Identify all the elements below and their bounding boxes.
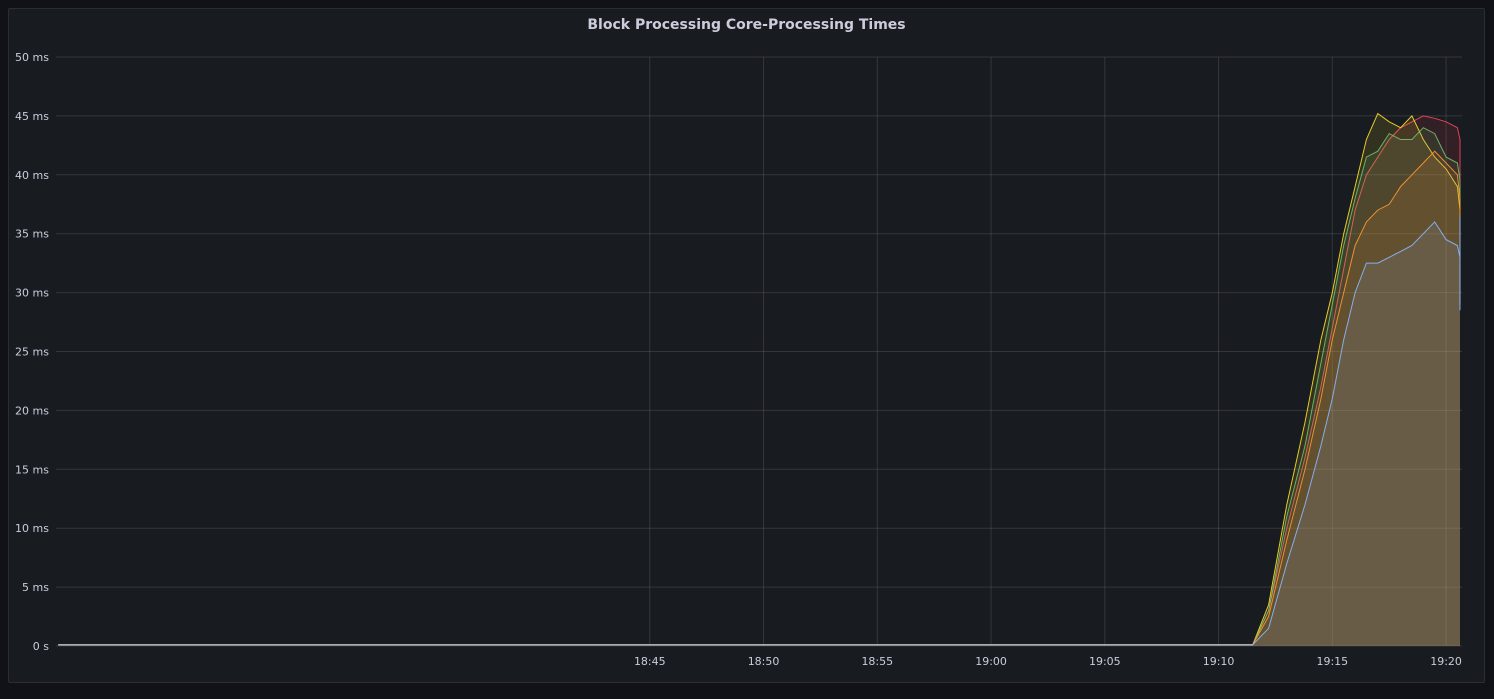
series-line-4 (58, 216, 1461, 646)
y-tick-label: 50 ms (15, 51, 49, 64)
y-tick-label: 10 ms (15, 522, 49, 535)
x-tick-label: 18:45 (634, 655, 666, 668)
y-tick-label: 20 ms (15, 404, 49, 417)
y-tick-label: 5 ms (22, 581, 49, 594)
panel-title[interactable]: Block Processing Core-Processing Times (587, 17, 906, 33)
x-tick-label: 19:20 (1430, 655, 1462, 668)
y-tick-label: 0 s (33, 640, 49, 653)
series-line-1 (58, 112, 1461, 646)
series-line-2 (58, 127, 1461, 646)
y-tick-label: 45 ms (15, 110, 49, 123)
x-tick-label: 18:50 (748, 655, 780, 668)
y-tick-label: 35 ms (15, 228, 49, 241)
series-area-1 (58, 113, 1461, 646)
series-line-0 (58, 115, 1461, 646)
x-tick-label: 19:05 (1089, 655, 1121, 668)
x-tick-label: 19:00 (975, 655, 1007, 668)
chart-panel: Block Processing Core-Processing Times (8, 8, 1485, 683)
series-area-4 (58, 216, 1461, 646)
y-tick-label: 15 ms (15, 463, 49, 476)
series-area-3 (58, 151, 1461, 646)
y-tick-label: 30 ms (15, 287, 49, 300)
y-tick-label: 40 ms (15, 169, 49, 182)
y-tick-label: 25 ms (15, 346, 49, 359)
x-tick-label: 18:55 (861, 655, 893, 668)
series-area-0 (58, 115, 1461, 646)
series-line-3 (58, 150, 1461, 646)
x-tick-label: 19:10 (1203, 655, 1235, 668)
series-area-2 (58, 127, 1461, 646)
x-tick-label: 19:15 (1316, 655, 1348, 668)
